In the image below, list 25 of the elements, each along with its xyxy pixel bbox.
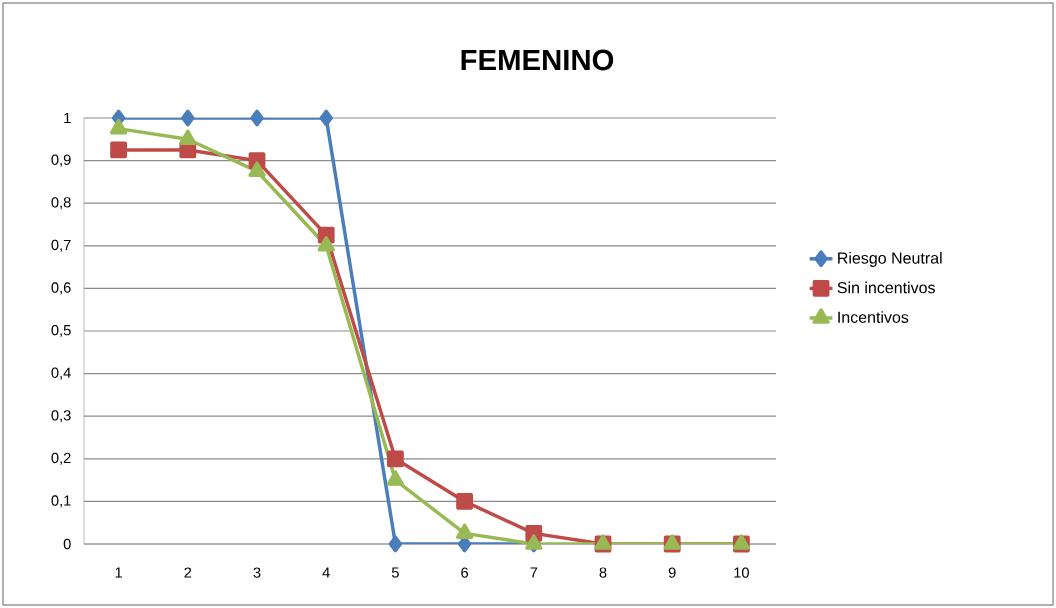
legend-label: Incentivos	[838, 311, 909, 323]
x-tick-label: 3	[253, 567, 261, 578]
y-tick-label: 0,5	[51, 324, 71, 338]
x-tick-label: 5	[391, 567, 399, 578]
x-tick-label: 8	[599, 567, 607, 578]
x-tick-label: 6	[461, 567, 469, 578]
y-tick-label: 0,8	[51, 197, 71, 210]
y-tick-label: 0,9	[51, 154, 71, 167]
y-tick-label: 0	[63, 538, 71, 550]
x-tick-label: 1	[115, 567, 122, 578]
x-tick-label: 7	[530, 567, 538, 578]
chart-title: FEMENINO	[461, 49, 614, 71]
y-tick-label: 0,6	[51, 282, 71, 295]
y-tick-label: 0,1	[51, 495, 71, 508]
legend-label: Sin incentivos	[837, 281, 935, 294]
x-tick-label: 9	[668, 567, 676, 578]
y-tick-label: 0,2	[51, 452, 71, 465]
y-tick-label: 1	[64, 112, 71, 124]
x-tick-label: 2	[184, 567, 192, 578]
x-tick-label: 10	[734, 567, 749, 578]
x-tick-label: 4	[322, 567, 330, 578]
y-tick-label: 0,3	[51, 410, 71, 423]
y-tick-label: 0,4	[51, 367, 71, 380]
legend-label: Riesgo Neutral	[838, 252, 942, 267]
y-tick-label: 0,7	[51, 239, 71, 252]
